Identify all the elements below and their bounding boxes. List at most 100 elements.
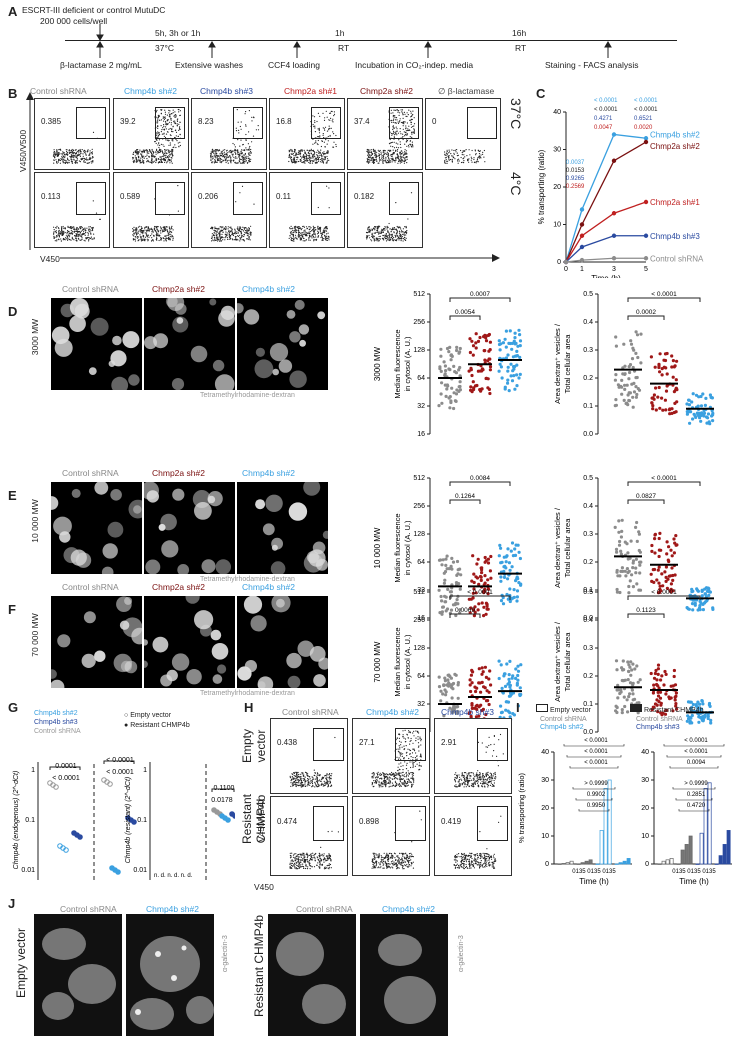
a-arrows xyxy=(96,24,612,58)
area-pval: 0.0002 xyxy=(636,309,656,316)
area-ytick: 0.4 xyxy=(583,503,593,510)
gate-box xyxy=(388,181,419,215)
gate-percent: 8.23 xyxy=(198,116,214,126)
gate-box xyxy=(466,107,497,139)
flow-h-resistant-1: 0.474 xyxy=(270,796,348,876)
g-pval: < 0.0001 xyxy=(106,769,134,776)
gate-box xyxy=(75,181,106,215)
flow-b-4-4: 0.11 xyxy=(269,172,345,248)
gate-percent: 0.113 xyxy=(41,191,61,201)
flow-b-37-6: 0 xyxy=(425,98,501,170)
i-xlabel: Time (h) xyxy=(679,877,709,886)
flow-b-37-5-scatter xyxy=(366,109,416,164)
i-ytick: 20 xyxy=(641,805,649,812)
i-left-title-1: Control shRNA xyxy=(540,716,587,723)
micro-header: Control shRNA xyxy=(62,284,119,294)
i-xticks: 0135 0135 0135 xyxy=(672,869,716,875)
g-leg-resistant: ● Resistant CHMP4b xyxy=(124,722,190,729)
i-bar xyxy=(726,830,731,865)
area-ytick: 0.3 xyxy=(583,645,593,652)
med-pval: 0.0007 xyxy=(470,291,490,298)
med-pval: 0.0069 xyxy=(455,607,475,614)
i-bar xyxy=(599,830,604,865)
area-ytick: 0.5 xyxy=(583,589,593,596)
c-series-line xyxy=(565,235,646,263)
flow-b-4-2-scatter xyxy=(132,185,179,242)
g-leg-2: Chmp4b sh#3 xyxy=(34,719,78,726)
area-ytick: 0.1 xyxy=(583,701,593,708)
i-bar xyxy=(569,860,574,865)
panel-c-letter: C xyxy=(536,86,546,101)
flow-h-resistant-2: 0.898 xyxy=(352,796,430,876)
i-bar xyxy=(676,863,681,865)
c-point xyxy=(643,256,649,261)
j-cells xyxy=(42,928,436,1030)
b-xlabel: V450 xyxy=(40,254,60,264)
b-header-3: Chmp4b sh#3 xyxy=(200,86,253,96)
med-ytick: 128 xyxy=(413,347,425,354)
i-bar xyxy=(703,788,708,865)
panel-h-letter: H xyxy=(244,700,254,715)
c-pval: 0.0047 xyxy=(594,125,613,131)
gate-percent: 16.8 xyxy=(276,116,292,126)
micro-header: Chmp4b sh#2 xyxy=(242,284,295,294)
i-bar xyxy=(684,844,689,865)
h-header-1: Control shRNA xyxy=(282,707,339,717)
i-ytick: 10 xyxy=(541,833,549,840)
i-bar xyxy=(614,863,619,865)
flow-h-empty-1-scatter xyxy=(289,736,336,788)
c-point xyxy=(643,136,649,141)
med-ytick: 16 xyxy=(417,615,425,622)
micrograph-d-3 xyxy=(237,298,328,390)
med-ytick: 256 xyxy=(413,319,425,326)
gate-box xyxy=(232,181,263,215)
area-ylabel: Area dextran⁺ vesicles / xyxy=(553,507,562,588)
a-top-3: 16h xyxy=(512,28,527,38)
c-pval: 0.2569 xyxy=(566,184,585,190)
area-ytick: 0.1 xyxy=(583,403,593,410)
flow-h-empty-2-scatter xyxy=(371,729,422,788)
g-ylabel2: Chmp4b (resistant) (2^-dCt) xyxy=(125,777,132,864)
c-ylabel: % transporting (ratio) xyxy=(537,149,546,224)
g-leg-1: Chmp4b sh#2 xyxy=(34,710,78,717)
c-legend: Chmp2a sh#1 xyxy=(650,198,700,207)
i-ylabel: % transporting (ratio) xyxy=(517,772,526,843)
med-ylabel: Median fluorescence xyxy=(393,329,402,398)
flow-b-37-6-scatter xyxy=(444,149,486,164)
area-ytick: 0.0 xyxy=(583,615,593,622)
gate-box xyxy=(154,107,185,139)
gate-percent: 0.438 xyxy=(277,737,298,747)
i-pval: 0.9950 xyxy=(587,803,606,809)
i-bar xyxy=(576,863,581,865)
c-xtick: 0 xyxy=(564,266,568,273)
mw-label: 3000 MW xyxy=(30,318,40,356)
med-ytick: 512 xyxy=(413,291,425,298)
gate-percent: 0 xyxy=(432,116,437,126)
mw-label: 70 000 MW xyxy=(30,613,40,657)
flow-b-4-3-scatter xyxy=(210,185,255,242)
a-mid-1: 37°C xyxy=(155,43,174,53)
g-point xyxy=(232,813,235,819)
med-ytick: 512 xyxy=(413,589,425,596)
gate-box xyxy=(75,107,106,139)
med-ylabel2: in cytosol (A. U.) xyxy=(403,520,412,576)
area-pval: < 0.0001 xyxy=(651,291,677,298)
c-ytick: 20 xyxy=(553,184,561,191)
g-point xyxy=(63,847,69,853)
j-row-left: Empty vector xyxy=(14,927,28,999)
i-pval: < 0.0001 xyxy=(684,749,708,755)
h-ylabel: V450/V500 xyxy=(256,799,266,842)
c-point xyxy=(611,233,617,238)
i-bar xyxy=(722,844,727,865)
area-ylabel2: Total cellular area xyxy=(563,518,572,578)
flow-b-37-2-scatter xyxy=(132,108,181,164)
flow-b-37-4: 16.8 xyxy=(269,98,345,170)
i-bar xyxy=(688,835,693,865)
gate-box xyxy=(388,107,419,139)
g-point xyxy=(107,781,113,787)
b-header-1: Control shRNA xyxy=(30,86,87,96)
h-header-2: Chmp4b sh#2 xyxy=(366,707,419,717)
area-ytick: 0.5 xyxy=(583,475,593,482)
med-chart-d: 512 256 128 64 32 16 3000 MW Median fluorescenc… xyxy=(373,291,523,438)
micro-stain: Tetramethylrhodamine-dextran xyxy=(200,690,295,697)
